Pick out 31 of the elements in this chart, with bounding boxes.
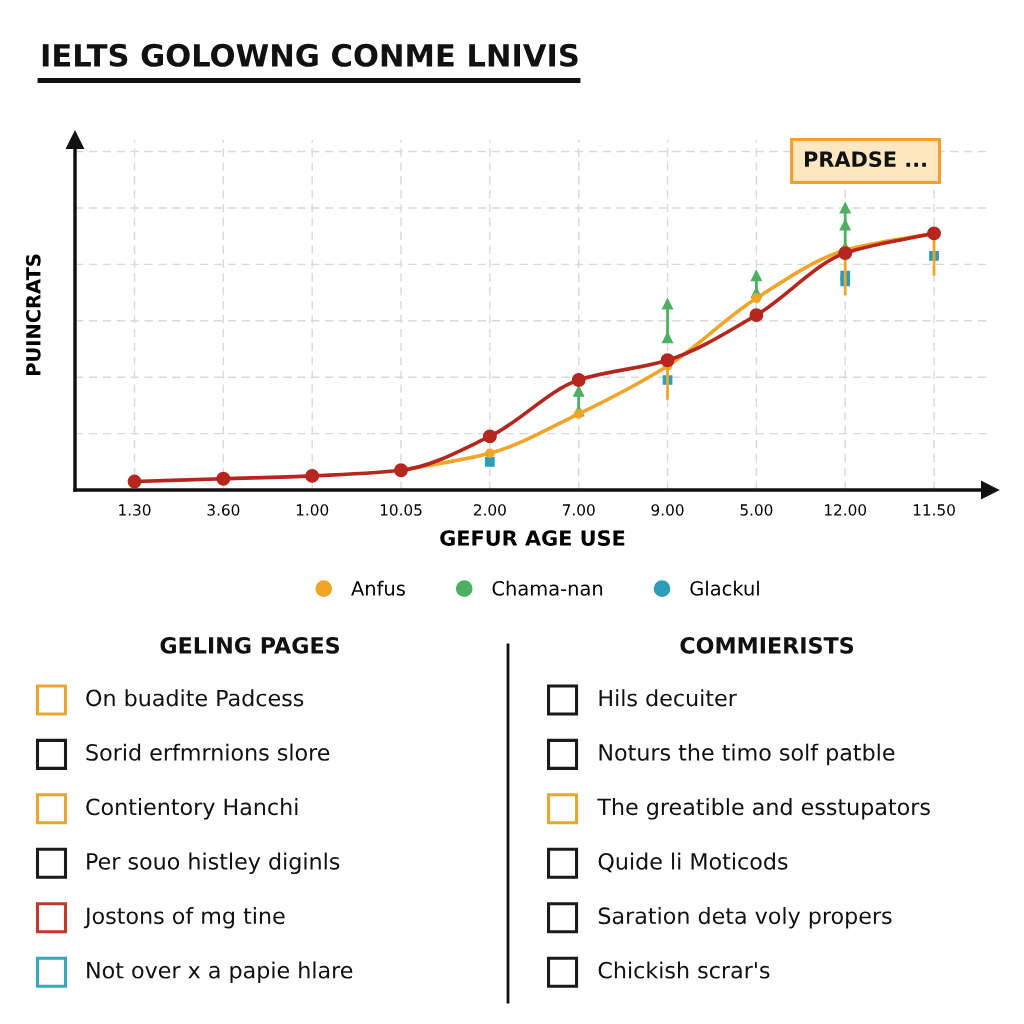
text: GELING PAGES [160, 636, 340, 654]
chart-title: IELTS GOLOWNG CONME LNIVIS [42, 43, 578, 67]
text: Noturs the timo solf patble [599, 743, 895, 766]
legend-label: Glackul [690, 580, 759, 596]
text: Per souo histley diginls [87, 852, 340, 875]
x-tick-label: 2.00 [473, 504, 506, 516]
text: Quide li Moticods [598, 852, 788, 873]
text: Jostons of mg tine [83, 906, 285, 929]
x-tick-label: 1.30 [119, 504, 151, 516]
x-tick-label: 5.00 [740, 504, 773, 516]
x-tick-label: 9.00 [651, 504, 684, 516]
legend-label: Chama-nan [492, 580, 603, 596]
text: On buadite Padcess [86, 689, 304, 707]
text: PRADSE ... [805, 151, 926, 168]
text: Saration deta voly propers [598, 906, 892, 929]
text: Sorid erfmrnions slore [86, 743, 330, 761]
y-axis-title: PUINCRATS [25, 254, 41, 376]
x-tick-label: 10.05 [380, 504, 422, 516]
text: Contientory Hanchi [86, 798, 298, 820]
text: Not over x a papie hlare [87, 961, 353, 983]
text: The greatible and esstupators [597, 798, 930, 820]
x-tick-label: 12.00 [825, 504, 867, 516]
x-tick-label: 1.00 [296, 504, 329, 516]
text: Chickish scrar's [598, 961, 770, 979]
x-tick-label: 11.50 [913, 504, 955, 516]
x-tick-label: 7.00 [562, 504, 595, 516]
legend-label: Anfus [351, 580, 405, 596]
x-axis-title: GEFUR AGE USE [440, 530, 625, 546]
text: Hils decuiter [599, 689, 737, 707]
text: COMMIERISTS [680, 636, 854, 654]
x-tick-label: 3.60 [207, 504, 240, 516]
